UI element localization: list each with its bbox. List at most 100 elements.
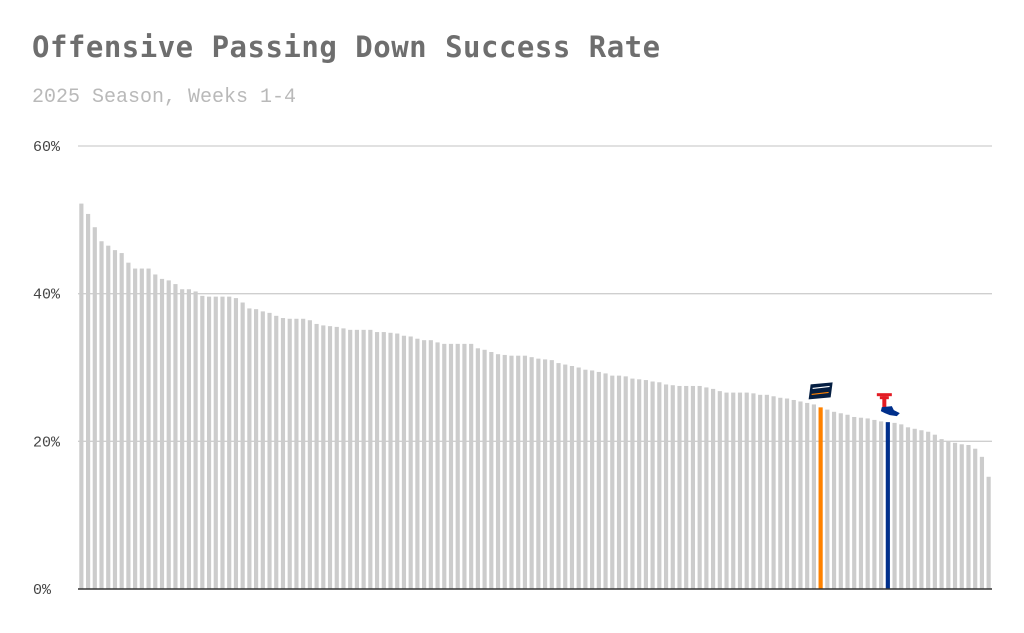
bar [112, 250, 118, 590]
bar [206, 296, 212, 589]
bar [616, 375, 622, 589]
bar [623, 376, 628, 589]
bar [220, 296, 225, 589]
bar [979, 456, 985, 589]
bar [845, 414, 850, 589]
bar [321, 325, 326, 589]
utep-logo-icon [808, 382, 833, 400]
bar [448, 343, 454, 589]
bar [536, 358, 541, 589]
y-tick-label: 60% [33, 139, 61, 156]
bar [287, 318, 292, 589]
bar [327, 326, 333, 589]
bar [919, 430, 924, 589]
bar [596, 371, 601, 589]
bar [637, 379, 642, 589]
bar [516, 355, 521, 589]
bar [227, 296, 232, 589]
bar [778, 397, 783, 589]
bar [569, 366, 575, 589]
bar [805, 402, 810, 589]
bar [529, 357, 534, 589]
bar [153, 274, 158, 589]
bar [697, 385, 702, 589]
bar [139, 268, 144, 589]
bar [334, 326, 339, 589]
bar [986, 476, 991, 589]
bar [274, 315, 279, 589]
bar [657, 382, 662, 589]
bar [798, 401, 803, 589]
bar [650, 381, 655, 589]
bar [401, 335, 407, 589]
bar [858, 417, 864, 589]
highlight-bar [818, 407, 823, 589]
bar [926, 431, 931, 589]
bar [852, 416, 857, 589]
bar [374, 332, 380, 589]
bar [361, 329, 366, 589]
bar [133, 268, 138, 589]
bar [247, 308, 252, 589]
bar [502, 354, 507, 589]
bar [415, 338, 420, 589]
bar [771, 396, 776, 589]
team-logos [808, 382, 900, 417]
bar [348, 329, 353, 589]
bar [126, 262, 131, 589]
bar [92, 227, 97, 589]
bar [99, 241, 104, 589]
bar [354, 329, 359, 589]
gridlines: 0% 20% 40% 60% [33, 139, 992, 599]
bar [899, 424, 904, 589]
bar [469, 343, 474, 589]
bar [368, 329, 373, 589]
bar [892, 422, 897, 590]
bars [79, 203, 991, 590]
bar [879, 421, 884, 589]
bar [193, 291, 198, 589]
bar [442, 343, 447, 589]
bar [260, 311, 265, 589]
bar [744, 392, 749, 589]
bar [280, 318, 286, 589]
bar [495, 354, 501, 589]
bar [872, 419, 877, 589]
bar [549, 360, 554, 589]
bar [86, 213, 91, 589]
bar [186, 289, 191, 589]
bar [556, 363, 561, 589]
bar [966, 445, 971, 589]
bar [422, 340, 427, 589]
bar [912, 428, 917, 589]
bar [106, 245, 111, 589]
bar [522, 355, 528, 589]
bar [173, 284, 178, 589]
bar [314, 323, 319, 589]
bar [180, 289, 185, 589]
bar [146, 268, 151, 589]
bar [240, 302, 245, 589]
y-tick-label: 40% [33, 287, 61, 304]
bar [973, 448, 978, 589]
bar [717, 391, 722, 589]
bar [233, 298, 239, 589]
bar [724, 392, 729, 589]
bar [630, 378, 635, 589]
bar [643, 380, 648, 589]
bar [711, 388, 716, 589]
bar [200, 295, 205, 589]
bar [663, 384, 669, 589]
bar [731, 392, 736, 589]
bar [865, 418, 870, 589]
chart-title: Offensive Passing Down Success Rate [32, 30, 661, 64]
bar [563, 364, 568, 589]
bar [946, 441, 951, 589]
bar [684, 385, 689, 589]
bar [166, 280, 171, 589]
bar [159, 278, 165, 589]
bar [932, 434, 937, 589]
bar [388, 332, 393, 589]
chart-subtitle: 2025 Season, Weeks 1-4 [32, 86, 297, 109]
